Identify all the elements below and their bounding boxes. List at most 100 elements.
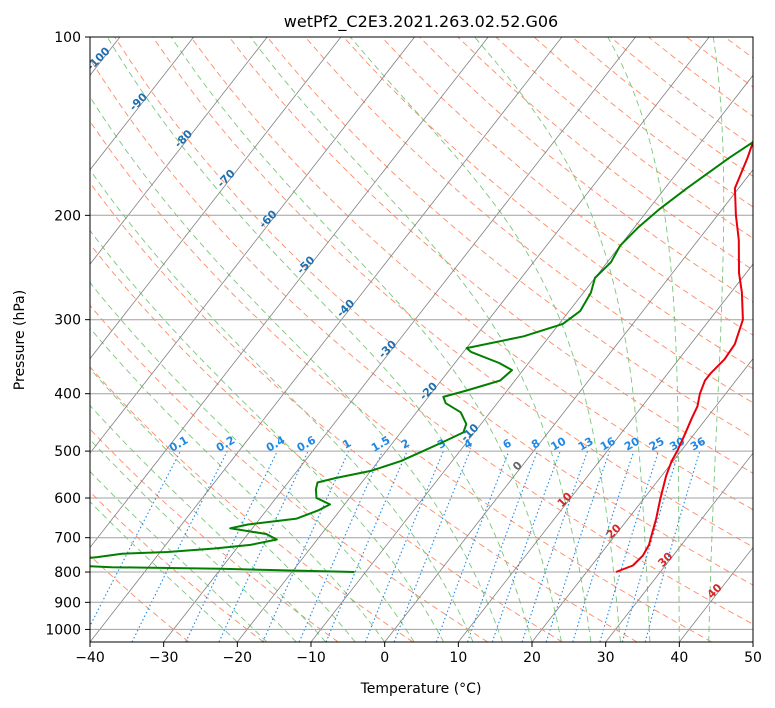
y-tick-label: 100 xyxy=(54,30,81,46)
mixing-ratio-label: 2 xyxy=(399,437,412,452)
isotherm xyxy=(163,37,636,642)
mixing-ratio-line xyxy=(90,450,181,628)
y-tick-label: 900 xyxy=(54,595,81,611)
moist-adiabat xyxy=(170,37,562,642)
isotherm xyxy=(236,37,710,642)
x-axis-title: Temperature (°C) xyxy=(360,681,482,697)
background-lines xyxy=(90,37,775,642)
x-tick-label: −10 xyxy=(296,650,326,666)
y-tick-label: 400 xyxy=(54,387,81,403)
isotherm xyxy=(90,37,342,360)
mixing-ratio-line xyxy=(599,450,660,642)
y-tick-label: 800 xyxy=(54,565,81,581)
moist-adiabat xyxy=(607,37,680,642)
dry-adiabat xyxy=(686,37,753,88)
dry-adiabat xyxy=(228,37,753,474)
x-tick-label: −40 xyxy=(75,650,105,666)
isotherm-label: -20 xyxy=(417,379,440,402)
isotherm-label: -70 xyxy=(215,167,238,190)
dry-adiabat xyxy=(190,37,753,511)
isotherm-label: 10 xyxy=(555,490,575,510)
x-tick-label: −30 xyxy=(149,650,179,666)
y-axis: 100 200 300 400 500 600 700 800 900 1000 xyxy=(45,30,90,638)
moist-adiabat xyxy=(90,404,327,642)
dry-adiabat xyxy=(343,37,753,370)
isotherm-label: 20 xyxy=(604,521,624,541)
isotherm-label: -50 xyxy=(294,253,317,276)
isotherm-label: -30 xyxy=(376,338,399,361)
y-tick-label: 600 xyxy=(54,491,81,507)
dry-adiabat xyxy=(381,37,753,336)
x-tick-label: 20 xyxy=(523,650,541,666)
moist-adiabat xyxy=(90,368,356,642)
dry-adiabat xyxy=(90,304,488,642)
moist-adiabat xyxy=(106,37,533,642)
mixing-ratio-line xyxy=(393,450,471,642)
y-tick-label: 200 xyxy=(54,208,81,224)
isotherm-label: -90 xyxy=(127,90,150,113)
mixing-ratio-line xyxy=(435,450,510,642)
isotherm xyxy=(605,452,753,642)
dry-adiabat xyxy=(114,37,753,586)
isotherm xyxy=(457,263,753,642)
x-tick-label: 0 xyxy=(380,650,389,666)
y-tick-label: 500 xyxy=(54,444,81,460)
isotherm xyxy=(90,37,194,171)
isotherm xyxy=(90,37,563,642)
mixing-ratio-line xyxy=(262,450,350,642)
moist-adiabat xyxy=(90,501,238,642)
x-axis: −40 −30 −20 −10 0 10 20 30 40 50 xyxy=(75,642,762,666)
y-axis-title: Pressure (hPa) xyxy=(12,290,28,390)
moist-adiabat xyxy=(90,327,386,642)
moist-adiabat xyxy=(90,229,444,642)
dry-adiabat xyxy=(90,58,753,625)
mixing-ratio-line xyxy=(364,450,444,642)
moist-adiabat xyxy=(90,438,297,642)
y-tick-label: 1000 xyxy=(45,622,81,638)
isotherm xyxy=(531,358,753,642)
dry-adiabat xyxy=(90,243,563,642)
y-tick-label: 700 xyxy=(54,531,81,547)
dry-adiabat xyxy=(419,37,753,303)
dry-adiabat xyxy=(763,37,775,642)
isotherm xyxy=(310,74,753,642)
isotherm-label: 30 xyxy=(655,549,675,569)
moist-adiabat xyxy=(474,37,651,642)
dry-adiabat xyxy=(495,37,753,239)
dry-adiabat xyxy=(152,37,753,548)
mixing-ratio-line xyxy=(466,450,538,642)
isotherm-label: -40 xyxy=(334,297,357,320)
moist-adiabat xyxy=(708,37,725,642)
plot-frame xyxy=(89,36,754,643)
dry-adiabat xyxy=(90,366,414,642)
isotherm-label: -100 xyxy=(84,44,113,73)
isotherm-label: 0 xyxy=(510,458,525,473)
dry-adiabat xyxy=(90,491,264,642)
x-tick-label: −20 xyxy=(223,650,253,666)
dry-adiabat xyxy=(90,120,712,642)
isotherm xyxy=(752,641,753,642)
dry-adiabat xyxy=(90,428,339,642)
dry-adiabat xyxy=(533,37,753,208)
isotherm xyxy=(384,169,753,642)
y-tick-label: 300 xyxy=(54,313,81,329)
moist-adiabat xyxy=(349,37,621,642)
moist-adiabat xyxy=(90,281,415,642)
moist-adiabat xyxy=(250,37,592,642)
moist-adiabat xyxy=(90,96,503,642)
x-tick-label: 10 xyxy=(449,650,467,666)
mixing-ratio-line xyxy=(644,450,701,642)
x-tick-label: 50 xyxy=(744,650,762,666)
mixing-ratio-line xyxy=(572,450,635,642)
mixing-ratio-label: 6 xyxy=(501,436,514,451)
profile-lines xyxy=(90,138,753,573)
moist-adiabat xyxy=(90,470,268,642)
mixing-ratio-line xyxy=(621,450,680,642)
isotherm xyxy=(90,37,415,454)
dry-adiabat xyxy=(90,182,638,642)
temperature-line xyxy=(615,138,753,573)
dry-adiabat xyxy=(90,555,190,642)
x-tick-label: 30 xyxy=(597,650,615,666)
dewpoint-line xyxy=(90,140,753,573)
